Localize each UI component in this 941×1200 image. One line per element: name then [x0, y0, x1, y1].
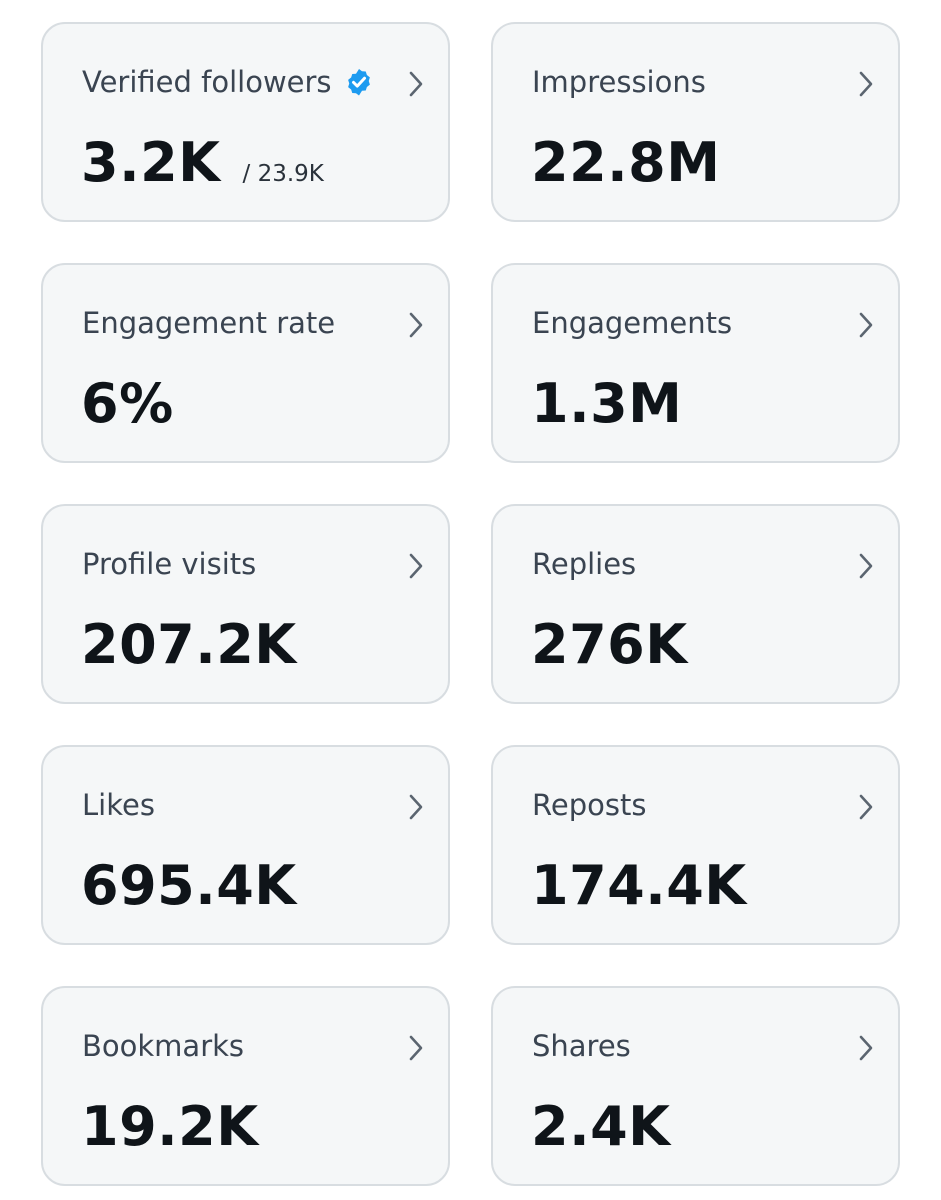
- metric-card-header: Bookmarks: [82, 1028, 244, 1064]
- metric-label: Engagement rate: [82, 306, 336, 340]
- metric-value: 19.2K: [81, 1095, 259, 1158]
- chevron-right-icon: [859, 553, 873, 579]
- metric-card-header: Reposts: [532, 787, 646, 823]
- metric-card-header: Profile visits: [82, 546, 256, 582]
- metric-value: 22.8M: [531, 131, 721, 194]
- metric-label: Profile visits: [82, 547, 257, 581]
- metric-value-row: 174.4K: [531, 851, 747, 921]
- chevron-right-icon: [859, 312, 873, 338]
- chevron-right-icon: [409, 794, 423, 820]
- metric-card-engagements[interactable]: Engagements 1.3M: [491, 263, 900, 463]
- metric-label: Bookmarks: [82, 1029, 245, 1063]
- metric-card-likes[interactable]: Likes 695.4K: [41, 745, 450, 945]
- chevron-right-icon: [409, 71, 423, 97]
- metric-value: 1.3M: [531, 372, 683, 435]
- metric-value-row: 3.2K / 23.9K: [81, 128, 324, 198]
- metric-value: 207.2K: [81, 613, 297, 676]
- verified-badge-icon: [347, 69, 370, 96]
- metric-card-impressions[interactable]: Impressions 22.8M: [491, 22, 900, 222]
- metric-value-row: 276K: [531, 610, 688, 680]
- metric-card-header: Replies: [532, 546, 636, 582]
- metric-total: / 23.9K: [242, 161, 324, 187]
- metric-label: Likes: [82, 788, 155, 822]
- metric-value-row: 695.4K: [81, 851, 297, 921]
- chevron-right-icon: [409, 553, 423, 579]
- metrics-grid: Verified followers 3.2K / 23.9K Impressi…: [41, 22, 900, 1186]
- metric-label: Verified followers: [82, 65, 332, 99]
- metric-card-header: Engagements: [532, 305, 732, 341]
- metric-value: 3.2K: [81, 131, 221, 194]
- chevron-right-icon: [859, 71, 873, 97]
- metric-card-shares[interactable]: Shares 2.4K: [491, 986, 900, 1186]
- metric-value-row: 1.3M: [531, 369, 682, 439]
- metric-card-header: Likes: [82, 787, 155, 823]
- chevron-right-icon: [409, 1035, 423, 1061]
- metric-card-header: Verified followers: [82, 64, 374, 100]
- metric-card-profile-visits[interactable]: Profile visits 207.2K: [41, 504, 450, 704]
- chevron-right-icon: [409, 312, 423, 338]
- metric-value: 6%: [81, 372, 174, 435]
- chevron-right-icon: [859, 794, 873, 820]
- metric-card-bookmarks[interactable]: Bookmarks 19.2K: [41, 986, 450, 1186]
- metric-label: Replies: [532, 547, 637, 581]
- metric-value-row: 6%: [81, 369, 174, 439]
- metric-value: 2.4K: [531, 1095, 671, 1158]
- metric-label: Impressions: [532, 65, 706, 99]
- metric-card-header: Engagement rate: [82, 305, 335, 341]
- metric-value-row: 19.2K: [81, 1092, 259, 1162]
- metric-value: 695.4K: [81, 854, 297, 917]
- chevron-right-icon: [859, 1035, 873, 1061]
- metric-value-row: 22.8M: [531, 128, 720, 198]
- metric-value-row: 207.2K: [81, 610, 297, 680]
- metric-value: 276K: [531, 613, 688, 676]
- metric-label: Reposts: [532, 788, 647, 822]
- metric-card-engagement-rate[interactable]: Engagement rate 6%: [41, 263, 450, 463]
- metric-card-header: Shares: [532, 1028, 631, 1064]
- metric-card-verified-followers[interactable]: Verified followers 3.2K / 23.9K: [41, 22, 450, 222]
- metric-label: Shares: [532, 1029, 631, 1063]
- metric-card-header: Impressions: [532, 64, 706, 100]
- metric-value: 174.4K: [531, 854, 747, 917]
- metric-label: Engagements: [532, 306, 733, 340]
- metric-value-row: 2.4K: [531, 1092, 671, 1162]
- metric-card-reposts[interactable]: Reposts 174.4K: [491, 745, 900, 945]
- metric-card-replies[interactable]: Replies 276K: [491, 504, 900, 704]
